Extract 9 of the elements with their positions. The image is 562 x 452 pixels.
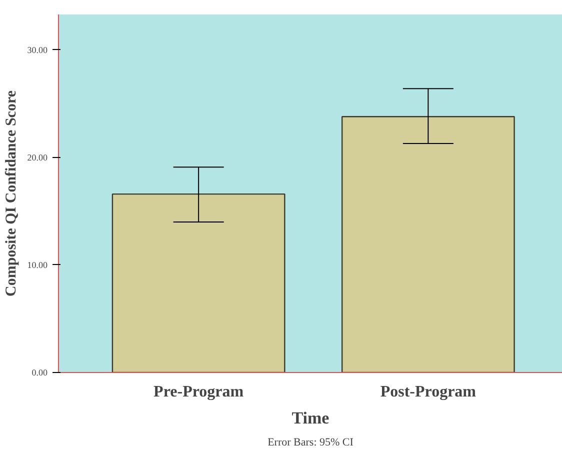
y-tick-label: 20.00 [27,152,48,162]
y-axis-title: Composite QI Confidance Score [3,90,20,296]
x-tick-label: Pre-Program [154,384,244,400]
x-tick-label: Post-Program [380,384,477,400]
text: Error Bars: 95% CI [268,436,354,448]
x-axis-title: Time [292,408,330,428]
y-tick-label: 0.00 [32,368,48,378]
y-tick-label: 30.00 [27,44,48,55]
y-tick-label: 10.00 [27,260,48,270]
